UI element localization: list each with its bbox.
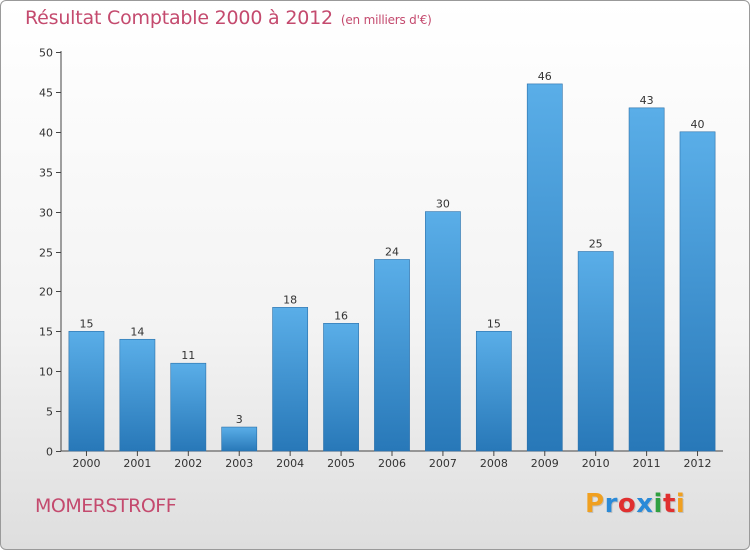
bar-value-label: 18: [283, 293, 297, 306]
x-tick-label: 2004: [276, 457, 304, 470]
x-tick-label: 2010: [582, 457, 610, 470]
bar: [323, 323, 359, 452]
x-tick-label: 2003: [225, 457, 253, 470]
x-tick-label: 2012: [684, 457, 712, 470]
y-tick-label: 25: [39, 247, 53, 260]
y-tick-label: 15: [39, 326, 53, 339]
y-tick-label: 30: [39, 207, 53, 220]
y-tick-label: 35: [39, 167, 53, 180]
x-tick-label: 2008: [480, 457, 508, 470]
bar: [374, 259, 410, 452]
x-tick-label: 2006: [378, 457, 406, 470]
bar-value-label: 46: [538, 70, 552, 83]
bar-value-label: 14: [130, 325, 144, 338]
bar-value-label: 15: [487, 317, 501, 330]
bar-value-label: 15: [79, 317, 93, 330]
proxiti-logo: Proxiti: [585, 489, 685, 519]
x-tick-label: 2011: [633, 457, 661, 470]
x-tick-label: 2009: [531, 457, 559, 470]
chart-subtitle: (en milliers d'€): [340, 13, 432, 27]
brand-letter: i: [675, 489, 686, 519]
y-tick-label: 10: [39, 366, 53, 379]
bar-value-label: 30: [436, 198, 450, 211]
bar: [526, 83, 563, 452]
bar-value-label: 40: [691, 118, 705, 131]
bar: [221, 426, 258, 452]
x-tick-label: 2001: [123, 457, 151, 470]
bar: [628, 107, 665, 452]
bar-value-label: 11: [181, 349, 195, 362]
brand-letter: r: [604, 489, 618, 519]
bar: [679, 131, 716, 452]
bar-value-label: 43: [640, 94, 654, 107]
y-tick-label: 0: [46, 446, 53, 459]
bar: [170, 362, 207, 452]
y-tick-label: 5: [46, 406, 53, 419]
brand-letter: x: [636, 489, 654, 519]
bar: [425, 211, 461, 452]
brand-letter: P: [585, 489, 605, 519]
chart-title-text: Résultat Comptable 2000 à 2012: [25, 7, 333, 29]
bar-value-label: 16: [334, 309, 348, 322]
bar-value-label: 25: [589, 238, 603, 251]
brand-letter: o: [617, 489, 637, 519]
x-tick-label: 2007: [429, 457, 457, 470]
x-tick-label: 2005: [327, 457, 355, 470]
y-tick-label: 20: [39, 286, 53, 299]
bar-value-label: 3: [236, 413, 243, 426]
bar: [577, 251, 614, 452]
bar: [119, 338, 156, 452]
bar-value-label: 24: [385, 245, 399, 258]
brand-letter: t: [662, 489, 676, 519]
x-tick-label: 2000: [72, 457, 100, 470]
chart-title: Résultat Comptable 2000 à 2012 (en millie…: [25, 7, 432, 29]
y-tick-label: 45: [39, 87, 53, 100]
brand-letter: i: [653, 489, 663, 519]
y-tick-label: 50: [39, 47, 53, 60]
bar: [272, 307, 309, 452]
city-name: MOMERSTROFF: [35, 495, 177, 517]
bar: [475, 330, 512, 452]
bar: [68, 330, 105, 452]
y-tick-label: 40: [39, 127, 53, 140]
x-tick-label: 2002: [174, 457, 202, 470]
